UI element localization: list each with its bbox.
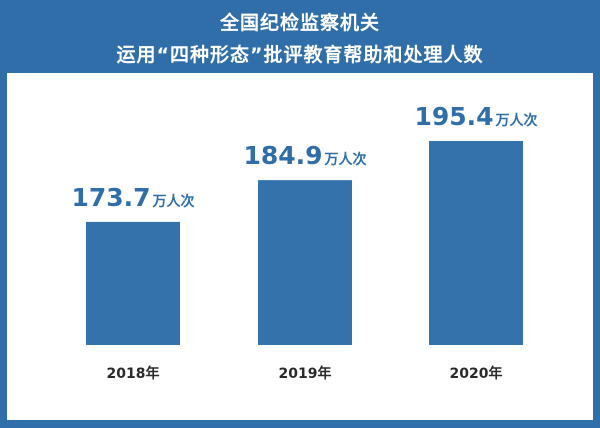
bar-2019年 [258, 180, 352, 345]
chart-title-line-1: 全国纪检监察机关 [219, 12, 380, 34]
value-label: 184.9 万人次 [243, 141, 366, 170]
chart-title-line-2: 运用“四种形态”批评教育帮助和处理人数 [116, 44, 484, 66]
bar-2018年 [86, 221, 180, 345]
value-label: 173.7 万人次 [71, 183, 194, 212]
category-label: 2020年 [450, 365, 503, 382]
category-label: 2019年 [279, 365, 332, 382]
value-label: 195.4 万人次 [414, 102, 537, 131]
bar-2020年 [429, 140, 523, 345]
category-label: 2018年 [107, 365, 160, 382]
